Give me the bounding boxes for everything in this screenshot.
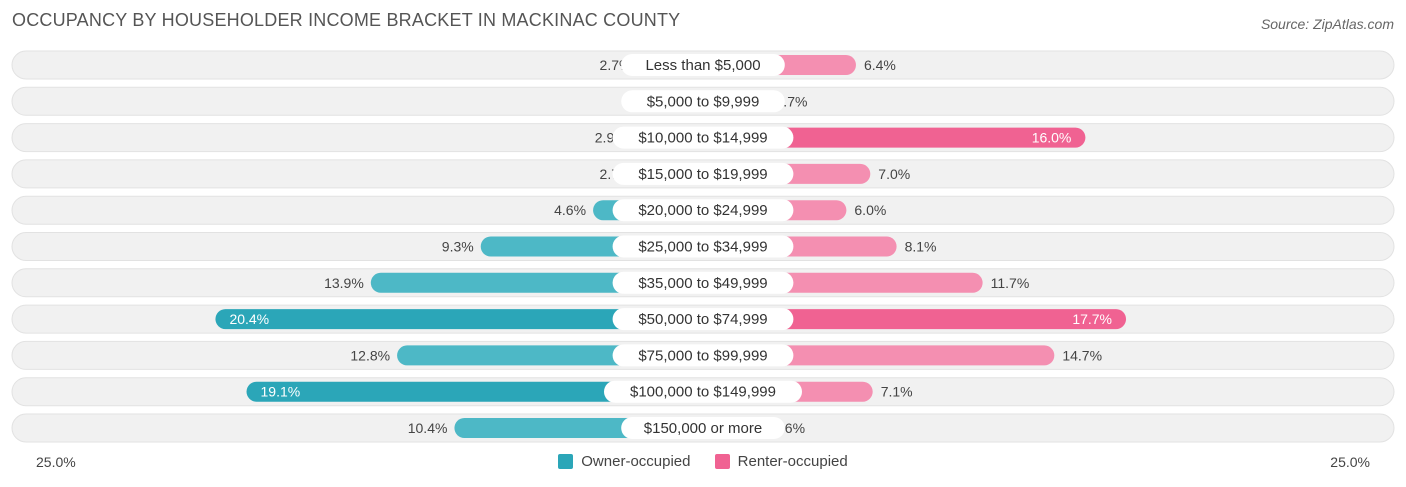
chart-title: OCCUPANCY BY HOUSEHOLDER INCOME BRACKET …: [12, 10, 681, 30]
renter-value-label: 16.0%: [1032, 130, 1072, 146]
category-label: $15,000 to $19,999: [638, 166, 767, 183]
category-label-pill: [612, 162, 794, 185]
owner-value-label: 20.4%: [229, 311, 269, 327]
category-label: $10,000 to $14,999: [638, 130, 767, 147]
owner-value-label: 9.3%: [442, 239, 474, 255]
category-label-pill: [612, 199, 794, 222]
category-label-pill: [612, 235, 794, 258]
category-label-pill: [604, 380, 802, 403]
category-label-pill: [612, 271, 794, 294]
renter-bar: [703, 309, 1127, 330]
category-label-pill: [612, 126, 794, 149]
legend-swatch-owner: [558, 454, 574, 469]
renter-value-label: 6.0%: [854, 202, 886, 218]
owner-value-label: 13.9%: [324, 275, 364, 291]
category-label: $75,000 to $99,999: [638, 347, 767, 364]
axis-right-label: 25.0%: [1330, 454, 1370, 470]
diverging-bar-chart: 2.7%6.4%Less than $5,0001.3%2.7%$5,000 t…: [11, 50, 1395, 443]
category-label: $25,000 to $34,999: [638, 239, 767, 256]
owner-value-label: 12.8%: [350, 347, 390, 363]
owner-bar: [246, 381, 703, 402]
category-label: Less than $5,000: [645, 57, 760, 74]
category-label: $100,000 to $149,999: [630, 384, 776, 401]
legend-item-owner: Owner-occupied: [558, 453, 690, 470]
renter-value-label: 11.7%: [991, 275, 1030, 291]
owner-value-label: 10.4%: [408, 420, 448, 436]
renter-bar: [703, 127, 1086, 148]
renter-value-label: 7.0%: [878, 166, 910, 182]
renter-value-label: 6.4%: [864, 57, 896, 73]
legend-item-renter: Renter-occupied: [714, 453, 848, 470]
chart-source: Source: ZipAtlas.com: [1260, 16, 1394, 32]
category-label-pill: [612, 344, 794, 367]
axis-left-label: 25.0%: [36, 454, 76, 470]
category-label: $150,000 or more: [644, 420, 762, 437]
category-label: $20,000 to $24,999: [638, 202, 767, 219]
category-label-pill: [621, 54, 785, 76]
legend-swatch-renter: [714, 454, 730, 469]
category-label-pill: [621, 90, 785, 113]
category-label-pill: [621, 417, 785, 439]
legend: Owner-occupied Renter-occupied: [0, 453, 1406, 473]
owner-value-label: 19.1%: [261, 384, 301, 400]
legend-label-renter: Renter-occupied: [737, 453, 848, 470]
owner-bar: [215, 309, 703, 330]
renter-value-label: 17.7%: [1072, 311, 1112, 327]
owner-value-label: 4.6%: [554, 202, 586, 218]
renter-value-label: 14.7%: [1062, 347, 1102, 363]
renter-value-label: 8.1%: [905, 239, 937, 255]
legend-label-owner: Owner-occupied: [581, 453, 691, 470]
renter-value-label: 7.1%: [881, 384, 913, 400]
category-label: $5,000 to $9,999: [647, 93, 760, 110]
category-label: $50,000 to $74,999: [638, 311, 767, 328]
category-label-pill: [612, 308, 794, 331]
category-label: $35,000 to $49,999: [638, 275, 767, 292]
